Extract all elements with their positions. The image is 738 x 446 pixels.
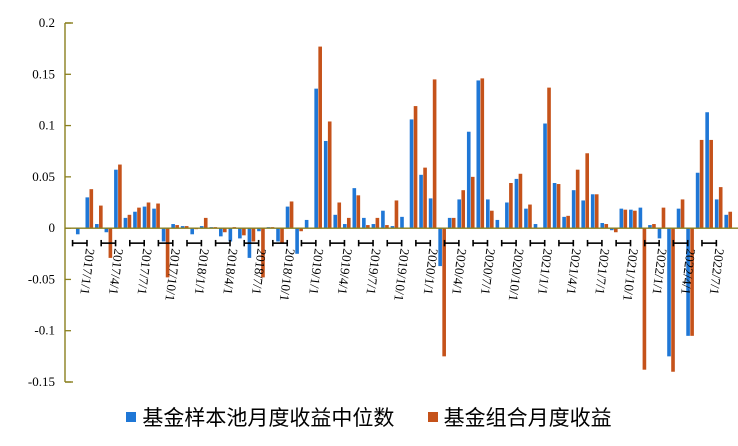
svg-text:0.2: 0.2 <box>39 15 55 30</box>
svg-text:0.1: 0.1 <box>39 118 55 133</box>
svg-text:-0.15: -0.15 <box>28 374 55 389</box>
svg-text:0: 0 <box>49 220 56 235</box>
svg-text:-0.05: -0.05 <box>28 271 55 286</box>
svg-text:0.05: 0.05 <box>32 169 55 184</box>
svg-text:-0.1: -0.1 <box>34 323 55 338</box>
svg-text:0.15: 0.15 <box>32 66 55 81</box>
